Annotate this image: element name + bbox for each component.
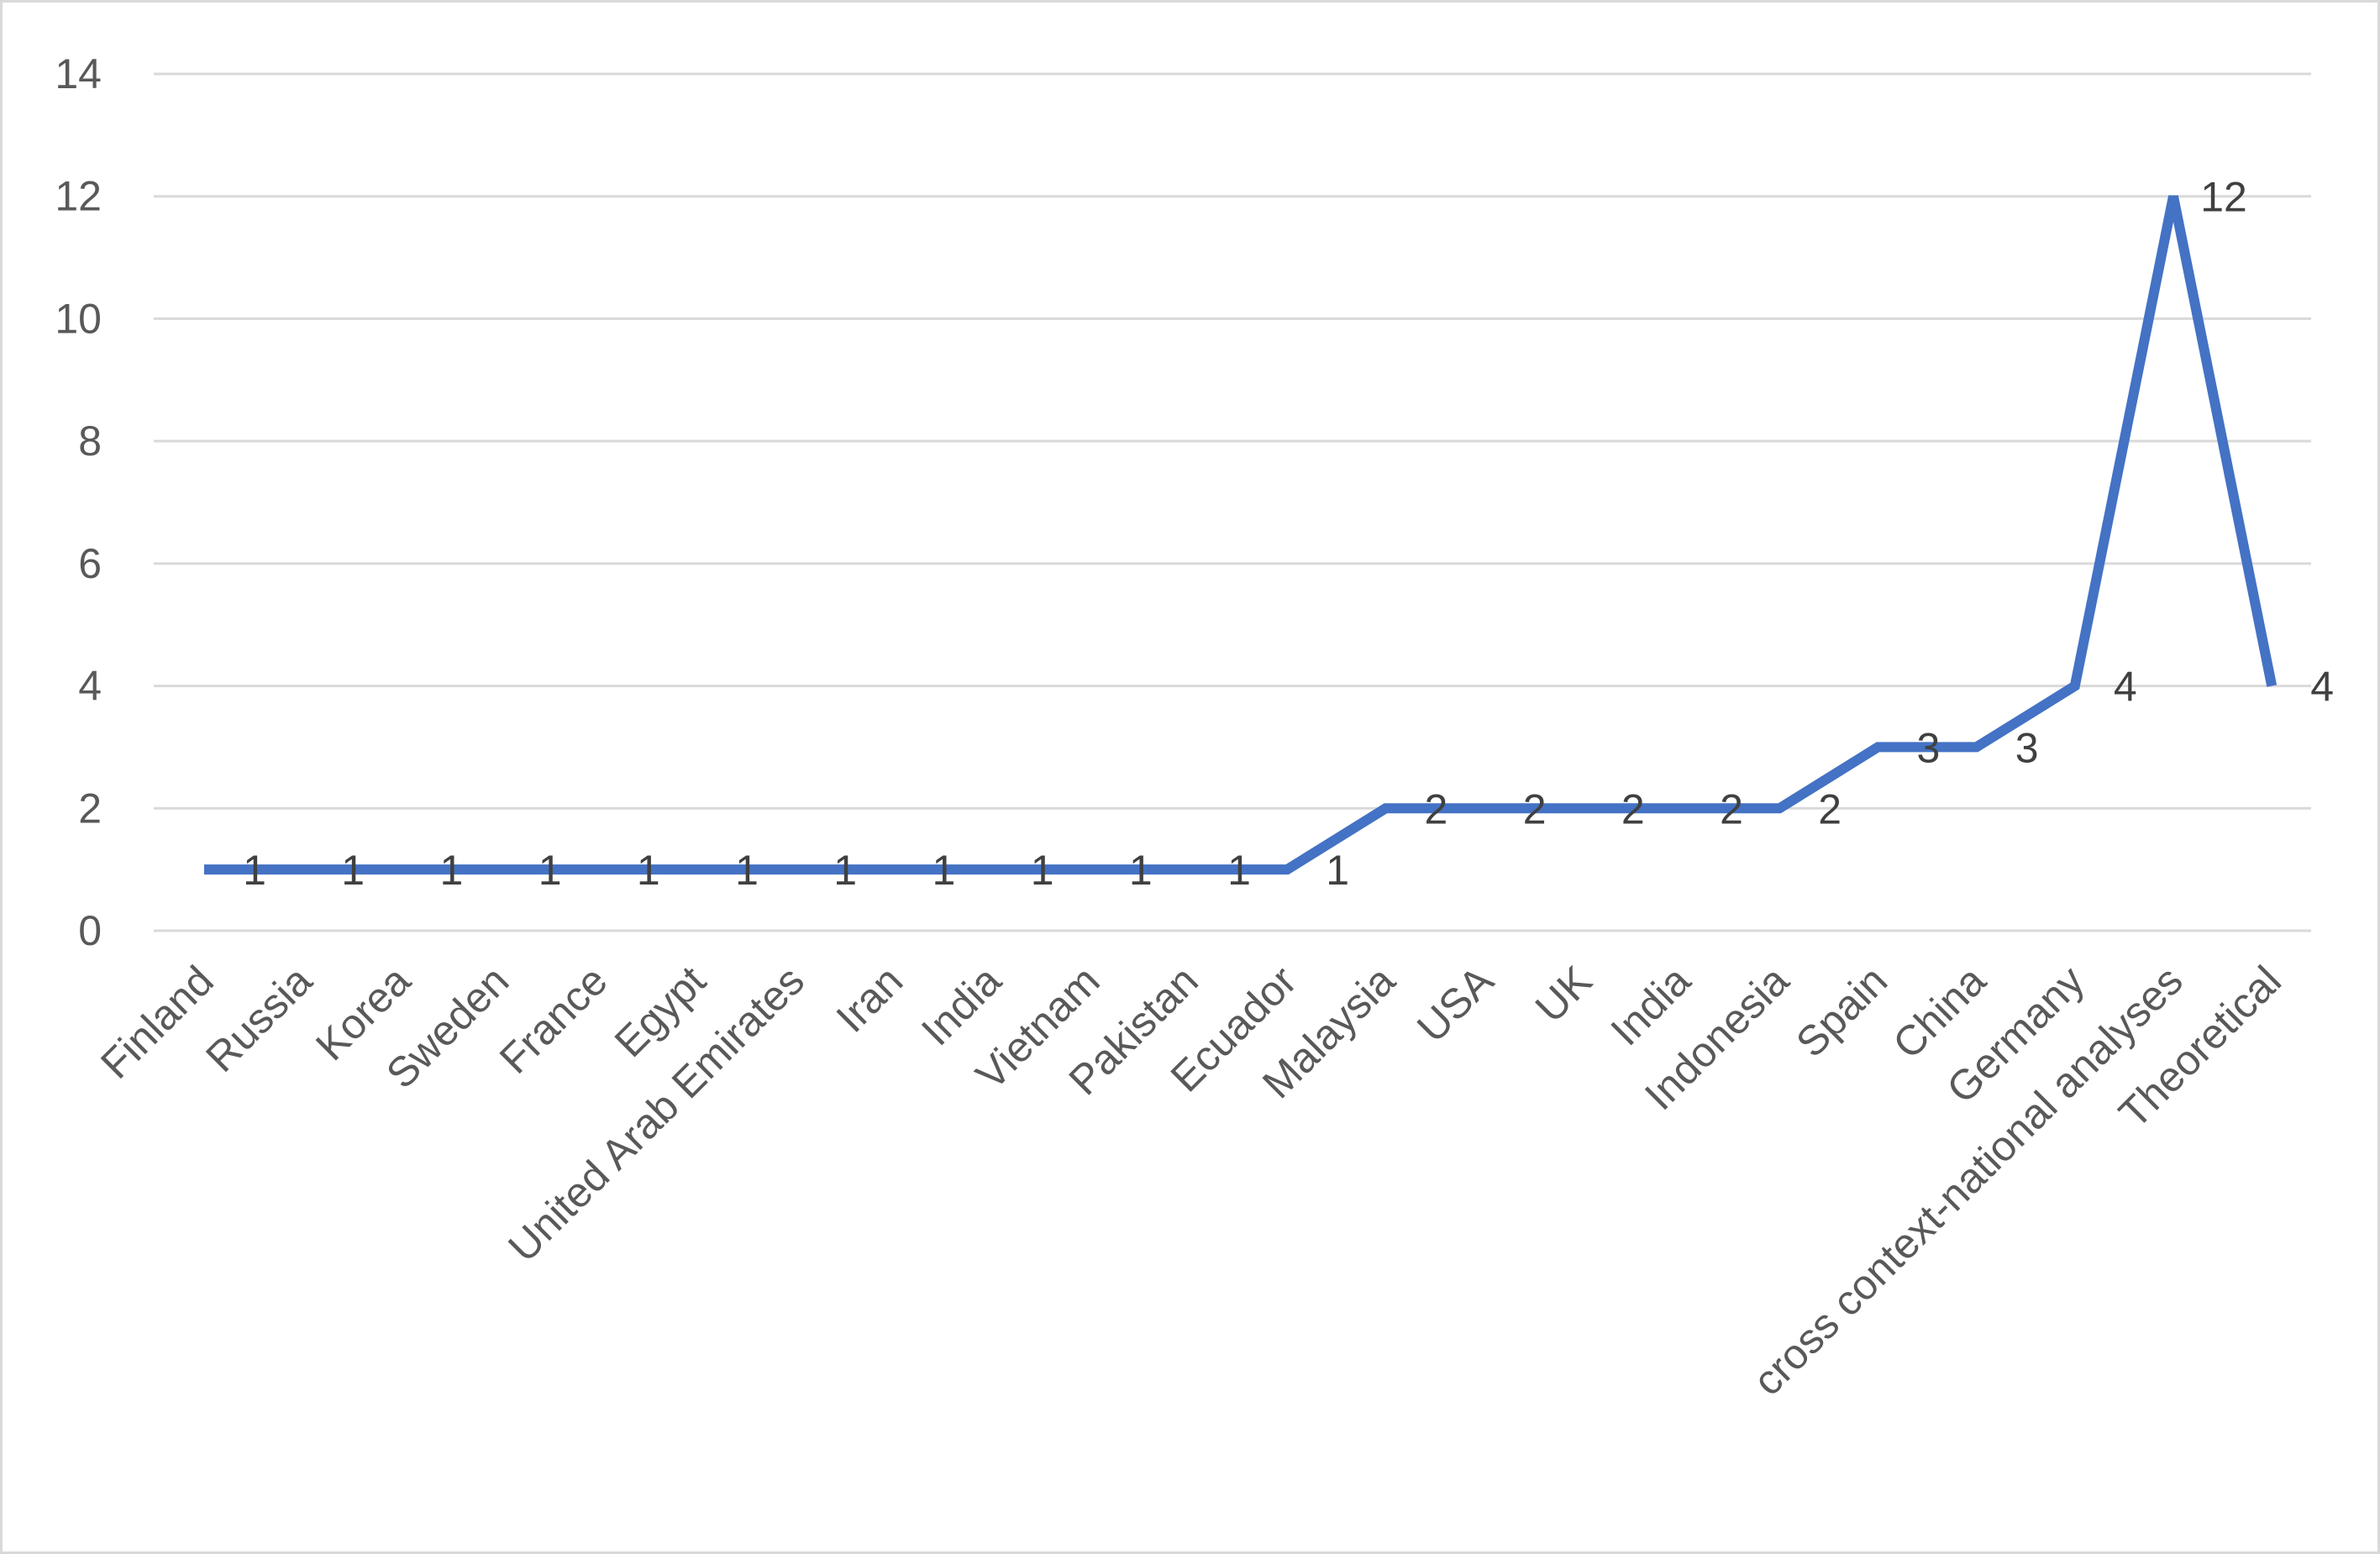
x-tick-label: Finland [92,957,223,1088]
data-label: 2 [1720,785,1743,832]
y-tick-label: 8 [78,417,102,465]
y-tick-label: 2 [78,785,102,832]
data-label: 1 [1031,847,1054,894]
y-tick-label: 14 [55,50,102,97]
data-label: 1 [439,847,463,894]
y-tick-label: 12 [55,173,102,220]
gridlines [154,72,2311,932]
x-tick-label: UK [1526,957,1601,1032]
data-label: 1 [1227,847,1251,894]
y-axis-tick-labels: 0 2 4 6 8 10 12 14 [55,50,102,954]
data-label: 1 [932,847,955,894]
y-tick-label: 0 [78,907,102,954]
data-label: 3 [1916,724,1940,771]
x-tick-label: Russia [197,957,321,1081]
y-tick-label: 6 [78,540,102,587]
data-label: 1 [1129,847,1153,894]
data-label: 1 [637,847,660,894]
data-label: 4 [2114,664,2137,711]
data-label: 1 [833,847,857,894]
series-line [204,195,2278,875]
series-layer [204,195,2278,875]
data-label: 12 [2200,174,2247,221]
x-axis-tick-labels: FinlandRussiaKoreaSwedenFranceEgyptUnite… [92,957,2290,1404]
data-label: 1 [341,847,365,894]
data-label: 1 [1326,847,1349,894]
data-label: 1 [735,847,759,894]
x-tick-label: Spain [1787,957,1896,1066]
data-label: 2 [1621,785,1645,832]
data-label: 1 [243,847,266,894]
y-tick-label: 4 [78,663,102,710]
data-label: 2 [1523,785,1547,832]
y-tick-label: 10 [55,295,102,342]
x-tick-label: USA [1408,957,1503,1052]
data-label: 3 [2015,724,2039,771]
x-tick-label: Iran [827,957,912,1042]
x-tick-label: France [491,957,617,1083]
data-label: 2 [1424,785,1447,832]
data-label: 1 [539,847,562,894]
data-label: 4 [2310,664,2334,711]
data-label: 2 [1818,785,1841,832]
